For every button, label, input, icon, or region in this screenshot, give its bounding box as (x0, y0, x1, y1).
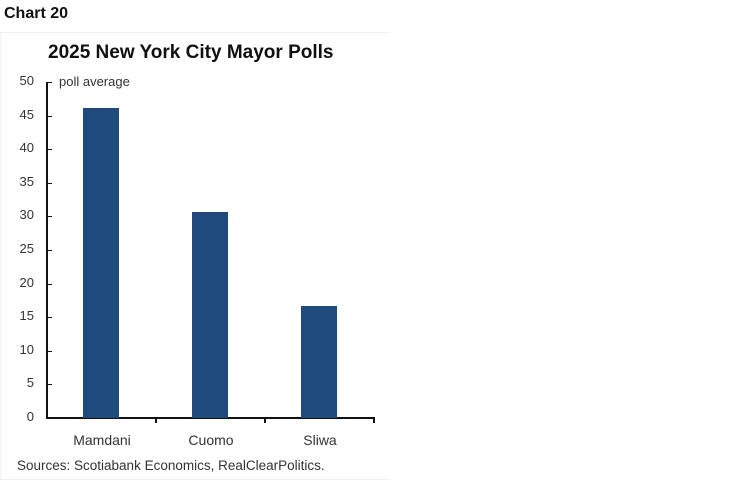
x-axis (46, 417, 375, 419)
bar-cuomo (192, 212, 228, 418)
y-tick (47, 250, 52, 251)
y-tick-label: 0 (26, 409, 34, 424)
y-tick (47, 317, 52, 318)
y-tick (47, 284, 52, 285)
x-tick (155, 418, 157, 423)
chart-number: Chart 20 (4, 5, 69, 22)
bar-sliwa (301, 306, 337, 418)
y-tick-label: 40 (19, 140, 34, 155)
y-tick-label: 45 (19, 107, 34, 122)
y-tick-label: 15 (19, 308, 34, 323)
y-tick-label: 35 (19, 174, 34, 189)
y-tick-label: 25 (19, 241, 34, 256)
bar-mamdani (83, 108, 119, 418)
x-category-label: Mamdani (73, 432, 131, 448)
x-tick (373, 418, 375, 423)
y-axis-unit-label: poll average (59, 74, 130, 89)
y-tick (47, 149, 52, 150)
y-tick (47, 351, 52, 352)
y-tick (47, 116, 52, 117)
y-tick (47, 183, 52, 184)
y-tick-label: 50 (19, 73, 34, 88)
x-category-label: Sliwa (303, 432, 337, 448)
y-tick-label: 30 (19, 207, 34, 222)
chart-title: 2025 New York City Mayor Polls (48, 42, 334, 63)
y-tick-label: 5 (26, 375, 34, 390)
y-tick (47, 82, 52, 83)
source-note: Sources: Scotiabank Economics, RealClear… (17, 458, 325, 473)
x-tick (264, 418, 266, 423)
x-category-label: Cuomo (188, 432, 234, 448)
y-tick-label: 20 (19, 275, 34, 290)
y-tick (47, 384, 52, 385)
chart-frame (0, 32, 390, 480)
y-tick (47, 418, 52, 419)
y-tick-label: 10 (19, 342, 34, 357)
y-tick (47, 216, 52, 217)
